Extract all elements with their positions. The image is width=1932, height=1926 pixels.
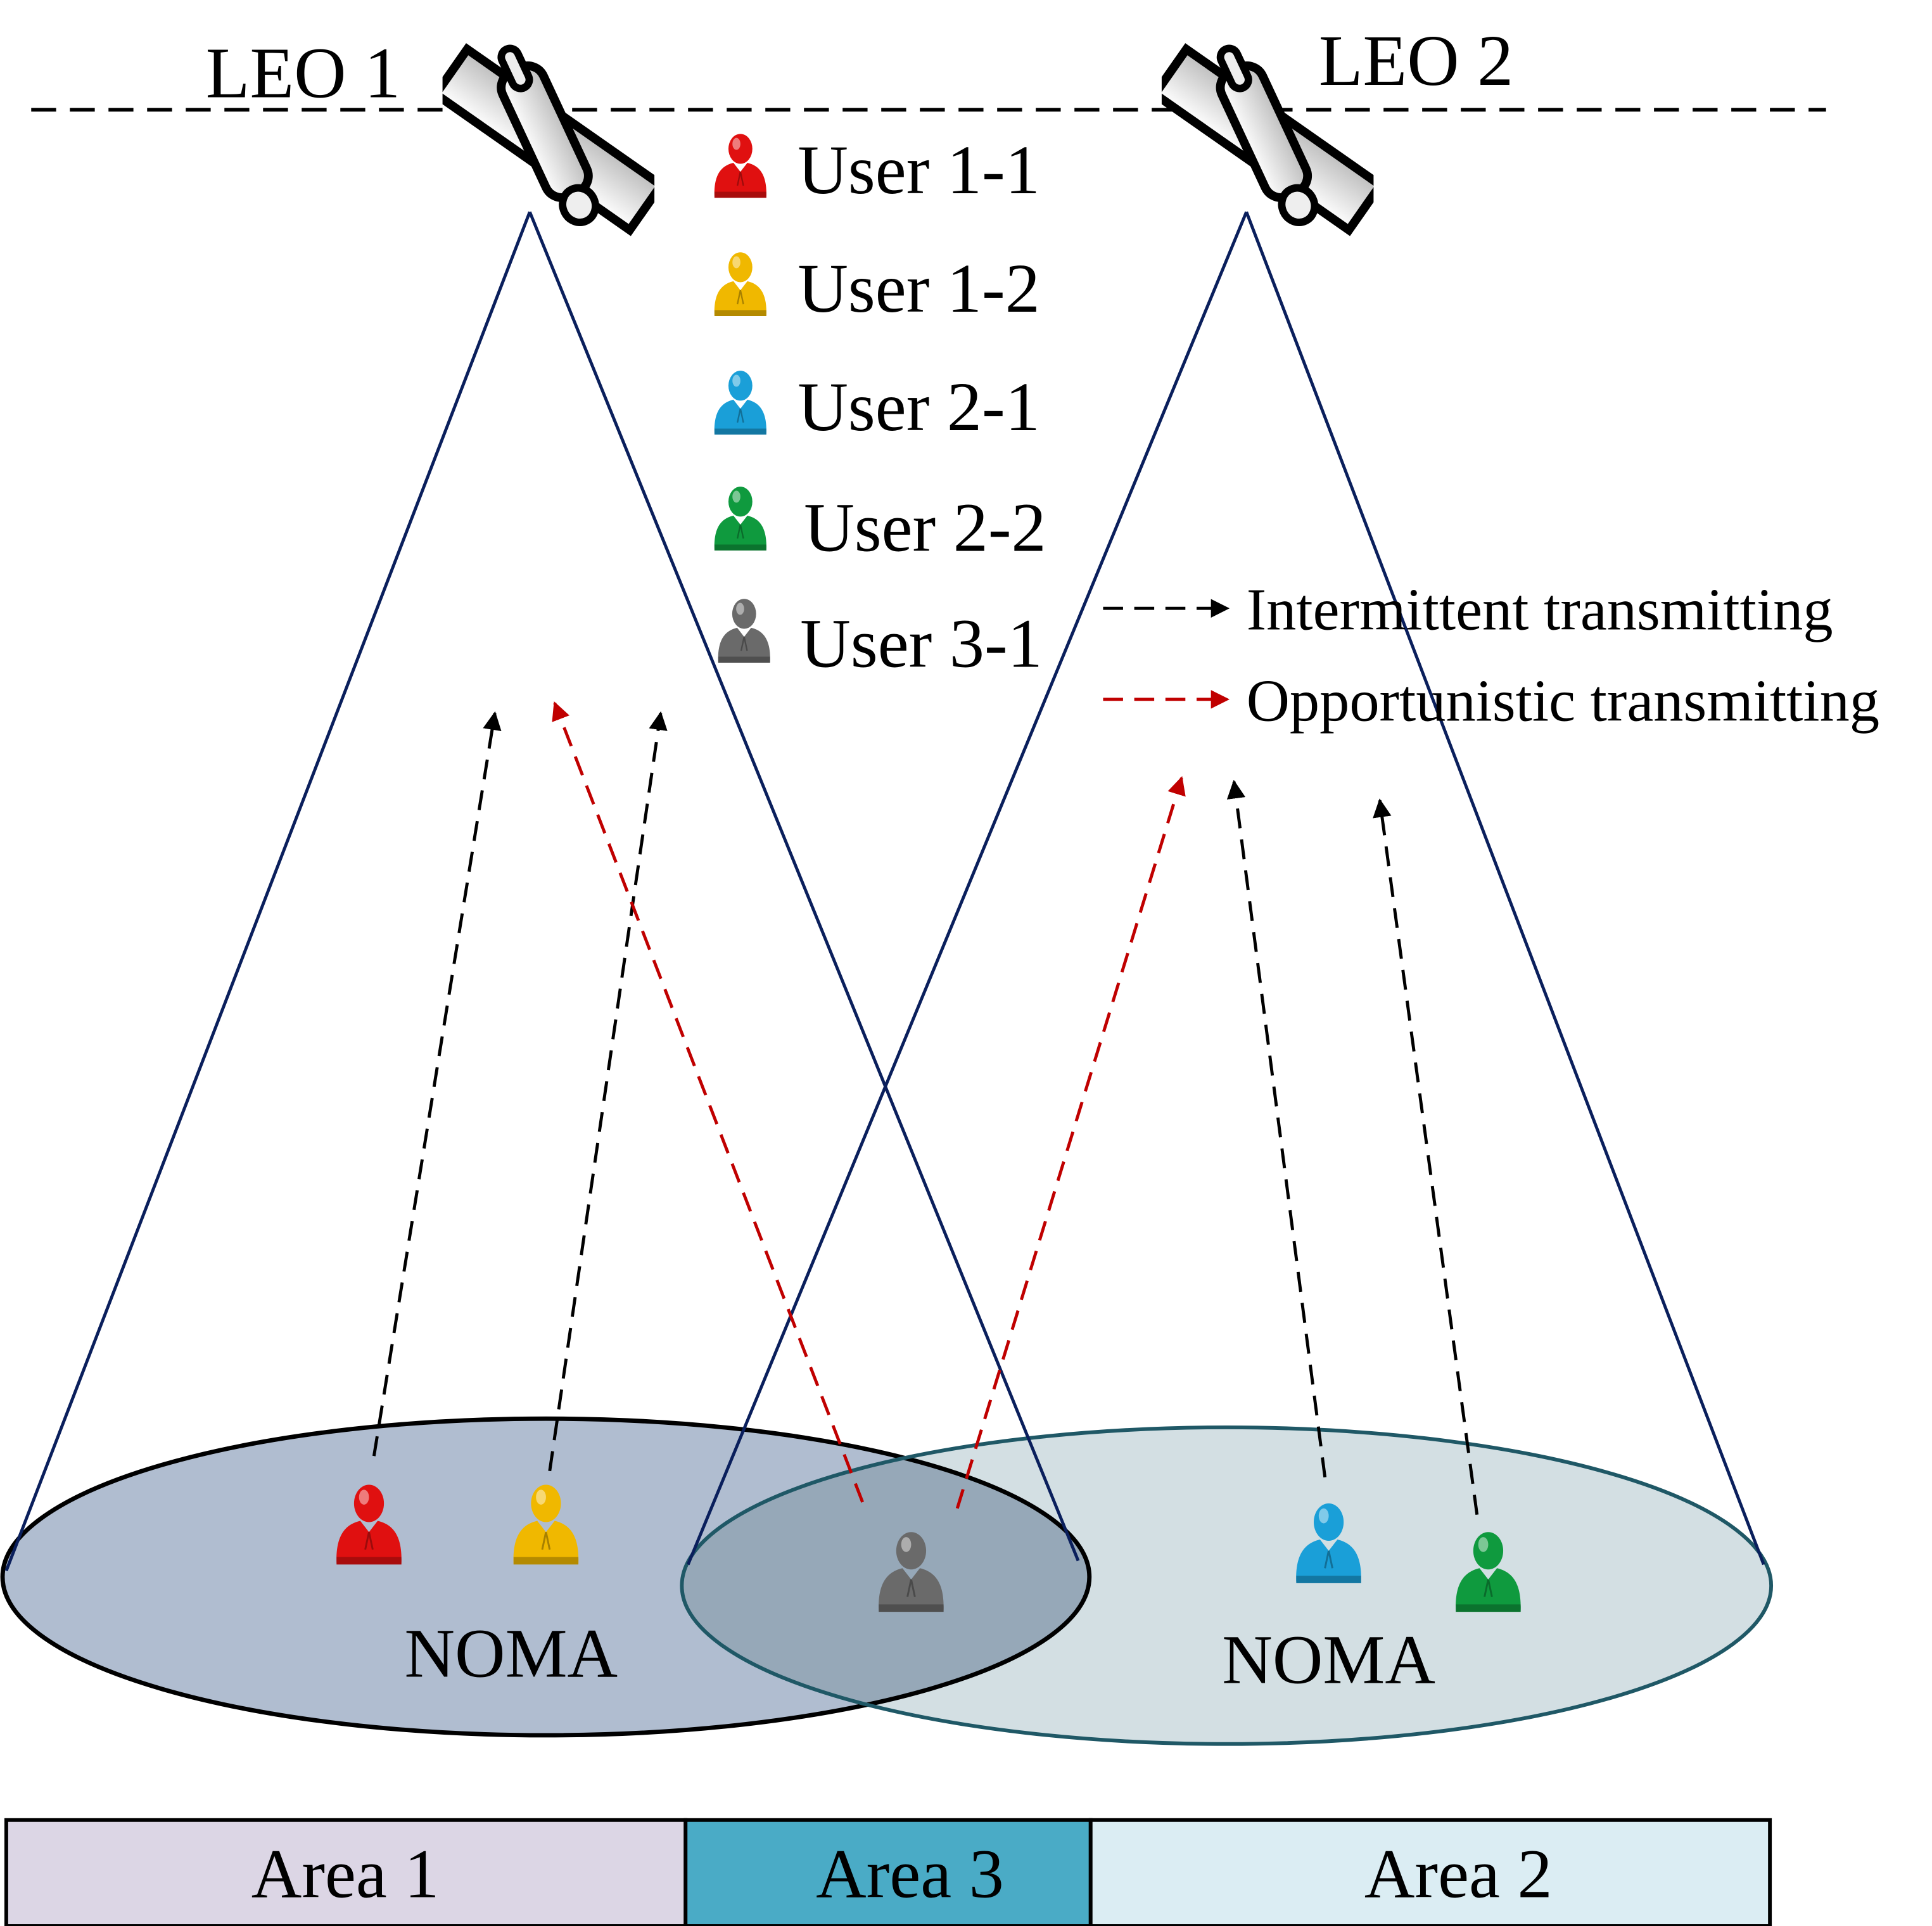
- legend-user-2-1-icon: [713, 369, 768, 436]
- arrow-intermittent-user1-1: [372, 711, 502, 1457]
- coverage-overlap: [682, 1427, 1090, 1735]
- legend: User 1-1 User 1-2 User 2-1 User 2-2 User…: [713, 131, 1879, 734]
- arrow-opportunistic-user3-1-leo2: [955, 775, 1186, 1509]
- area-bar: [4, 1818, 1772, 1926]
- area-2-segment: [1088, 1818, 1772, 1926]
- beam-leo2-left: [686, 211, 1248, 1566]
- area-1-label: Area 1: [251, 1835, 440, 1913]
- leo2-label: LEO 2: [1319, 20, 1513, 101]
- legend-intermittent-label: Intermittent transmitting: [1247, 577, 1833, 643]
- satellite-leo1-icon: [424, 0, 673, 280]
- legend-user-1-1-label: User 1-1: [798, 131, 1039, 208]
- leo1-label: LEO 1: [206, 32, 400, 113]
- arrow-intermittent-user2-2: [1373, 798, 1479, 1515]
- legend-user-2-1-label: User 2-1: [798, 368, 1039, 445]
- noma-label-area2: NOMA: [1222, 1621, 1435, 1698]
- area-3-label: Area 3: [816, 1835, 1004, 1913]
- area-2-label: Area 2: [1364, 1835, 1553, 1913]
- arrow-opportunistic-user3-1-leo1: [552, 701, 864, 1503]
- beams: [4, 211, 1765, 1572]
- beam-leo1-left: [4, 211, 531, 1572]
- legend-user-3-1-icon: [717, 598, 772, 664]
- legend-user-1-1-icon: [713, 133, 768, 199]
- legend-opportunistic-label: Opportunistic transmitting: [1247, 668, 1879, 734]
- legend-user-1-2-icon: [713, 252, 768, 317]
- legend-user-1-2-label: User 1-2: [798, 250, 1039, 327]
- legend-user-3-1-label: User 3-1: [800, 605, 1042, 682]
- arrow-intermittent-user2-1: [1226, 779, 1327, 1477]
- legend-user-2-2-icon: [713, 485, 768, 552]
- noma-label-area1: NOMA: [404, 1614, 618, 1692]
- beam-leo1-right: [528, 211, 1080, 1562]
- beam-leo2-right: [1245, 211, 1765, 1566]
- legend-user-2-2-label: User 2-2: [804, 489, 1046, 566]
- arrow-intermittent-user1-2: [548, 711, 668, 1472]
- area-1-segment: [4, 1818, 688, 1926]
